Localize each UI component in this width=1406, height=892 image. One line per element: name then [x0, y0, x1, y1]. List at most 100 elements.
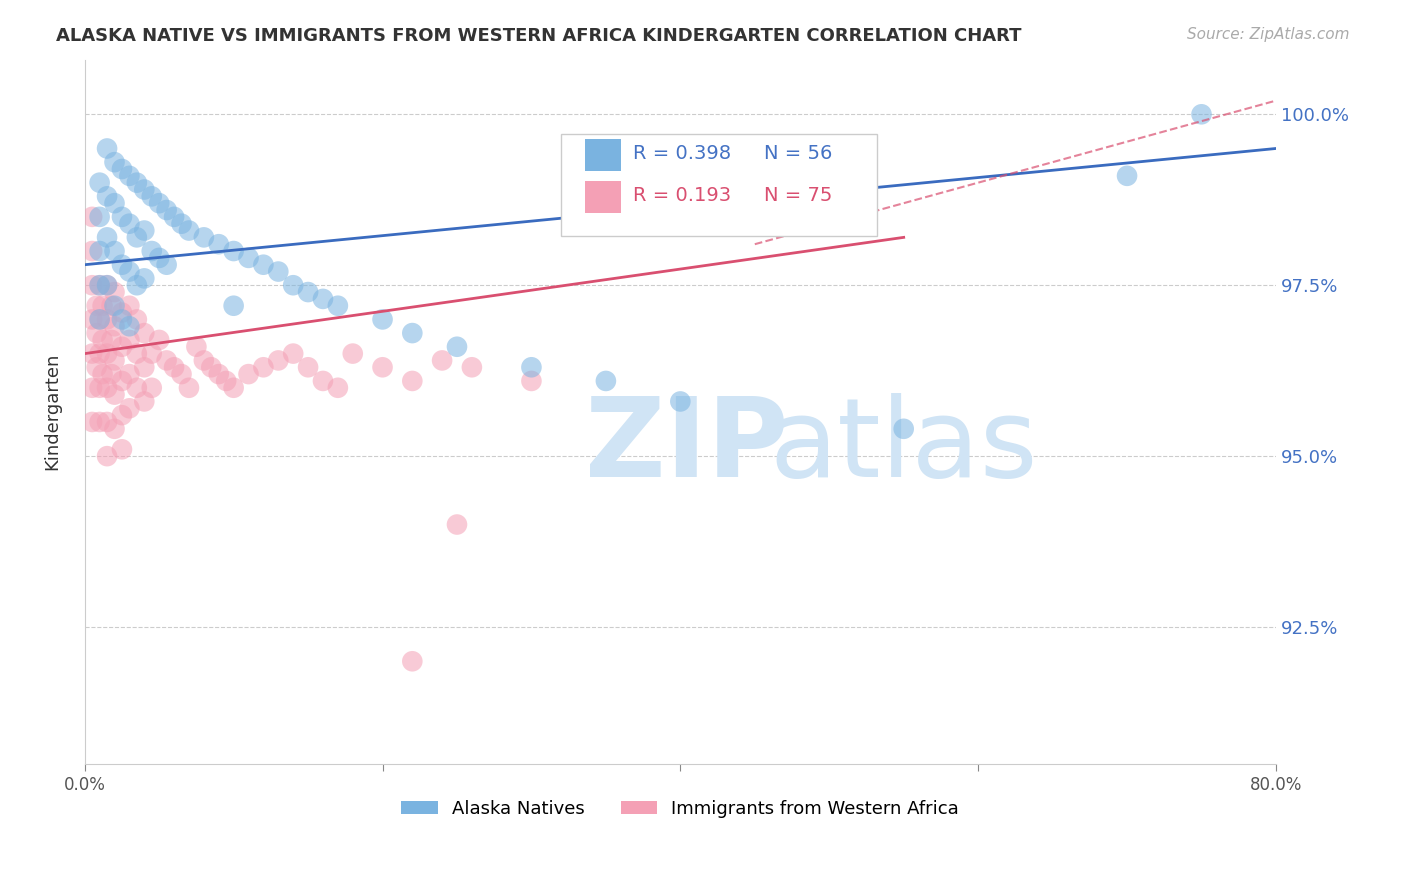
Point: [163, 210, 186, 224]
Point: [118, 333, 141, 347]
Point: [89, 415, 111, 429]
Point: [148, 251, 170, 265]
Point: [82, 278, 104, 293]
Point: [125, 278, 148, 293]
Point: [134, 271, 156, 285]
Point: [134, 326, 156, 340]
Point: [156, 202, 179, 217]
Point: [401, 326, 423, 340]
Point: [371, 360, 394, 375]
Point: [86, 326, 108, 340]
Point: [267, 353, 290, 368]
Point: [342, 346, 364, 360]
Point: [89, 176, 111, 190]
FancyBboxPatch shape: [585, 139, 621, 171]
Point: [91, 333, 114, 347]
Point: [252, 360, 274, 375]
Point: [82, 346, 104, 360]
Point: [141, 244, 163, 258]
Point: [89, 312, 111, 326]
Point: [100, 333, 122, 347]
Point: [125, 230, 148, 244]
Text: N = 56: N = 56: [763, 144, 832, 162]
Point: [170, 367, 193, 381]
Point: [82, 381, 104, 395]
Point: [103, 387, 125, 401]
Point: [156, 353, 179, 368]
Point: [186, 340, 208, 354]
Point: [118, 299, 141, 313]
Point: [208, 367, 231, 381]
Point: [111, 210, 134, 224]
Point: [163, 360, 186, 375]
Point: [103, 244, 125, 258]
Point: [111, 408, 134, 422]
Point: [430, 353, 453, 368]
Point: [100, 299, 122, 313]
Text: R = 0.193: R = 0.193: [633, 186, 731, 205]
Point: [96, 312, 118, 326]
Point: [148, 333, 170, 347]
Point: [520, 374, 543, 388]
Text: atlas: atlas: [769, 393, 1038, 500]
Point: [177, 223, 200, 237]
Point: [326, 299, 349, 313]
Point: [111, 258, 134, 272]
Point: [89, 381, 111, 395]
Point: [103, 319, 125, 334]
Point: [125, 312, 148, 326]
Point: [1116, 169, 1139, 183]
Point: [200, 360, 222, 375]
Point: [141, 381, 163, 395]
Point: [222, 299, 245, 313]
Text: N = 75: N = 75: [763, 186, 832, 205]
Point: [193, 230, 215, 244]
Point: [103, 285, 125, 299]
Point: [208, 237, 231, 252]
Point: [893, 422, 915, 436]
Point: [111, 340, 134, 354]
Point: [103, 196, 125, 211]
Point: [82, 415, 104, 429]
Point: [111, 312, 134, 326]
Point: [96, 278, 118, 293]
Point: [134, 223, 156, 237]
Point: [118, 319, 141, 334]
Point: [267, 264, 290, 278]
Point: [134, 360, 156, 375]
Point: [89, 312, 111, 326]
Point: [297, 360, 319, 375]
Point: [193, 353, 215, 368]
Text: Source: ZipAtlas.com: Source: ZipAtlas.com: [1187, 27, 1350, 42]
Point: [103, 155, 125, 169]
Point: [125, 381, 148, 395]
Point: [96, 415, 118, 429]
Point: [82, 244, 104, 258]
Point: [141, 346, 163, 360]
Point: [89, 346, 111, 360]
Point: [283, 346, 305, 360]
Point: [1191, 107, 1213, 121]
Point: [103, 353, 125, 368]
Point: [96, 278, 118, 293]
Point: [96, 189, 118, 203]
Point: [111, 305, 134, 319]
Legend: Alaska Natives, Immigrants from Western Africa: Alaska Natives, Immigrants from Western …: [394, 793, 966, 825]
Point: [238, 251, 260, 265]
Point: [103, 422, 125, 436]
Point: [669, 394, 692, 409]
Point: [86, 299, 108, 313]
Point: [401, 654, 423, 668]
Point: [118, 264, 141, 278]
Point: [100, 367, 122, 381]
Point: [134, 394, 156, 409]
Point: [252, 258, 274, 272]
FancyBboxPatch shape: [561, 134, 877, 235]
Point: [520, 360, 543, 375]
Point: [111, 442, 134, 457]
Point: [96, 230, 118, 244]
Point: [401, 374, 423, 388]
Point: [312, 292, 335, 306]
Y-axis label: Kindergarten: Kindergarten: [44, 353, 60, 470]
Point: [96, 346, 118, 360]
